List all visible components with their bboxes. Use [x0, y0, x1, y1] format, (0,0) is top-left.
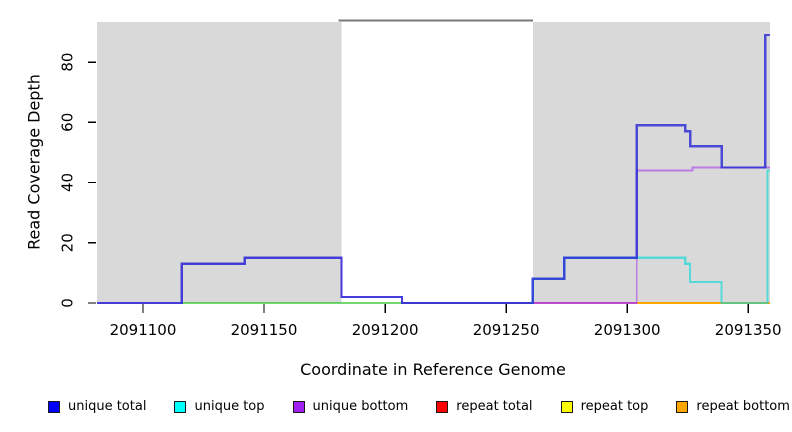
y-tick-label: 0	[59, 298, 77, 308]
background-band	[341, 22, 533, 303]
x-tick-label: 2091200	[352, 321, 419, 339]
legend-label-repeat-bottom: repeat bottom	[696, 399, 790, 414]
y-tick-label: 20	[59, 233, 77, 252]
x-tick-label: 2091350	[715, 321, 782, 339]
legend-item-repeat-bottom: repeat bottom	[676, 399, 790, 414]
legend-swatch-repeat-top	[560, 400, 573, 413]
legend: unique total unique top unique bottom repea…	[48, 399, 790, 414]
series-unique-total	[97, 33, 770, 305]
legend-item-unique-top: unique top	[174, 399, 265, 414]
legend-label-unique-top: unique top	[194, 399, 265, 414]
legend-swatch-unique-total	[48, 400, 60, 413]
x-tick-label: 2091150	[231, 321, 298, 339]
y-axis-title: Read Coverage Depth	[24, 74, 44, 250]
background-band	[532, 22, 770, 303]
legend-swatch-repeat-total	[436, 400, 449, 413]
legend-label-unique-bottom: unique bottom	[312, 399, 409, 414]
legend-item-unique-bottom: unique bottom	[292, 399, 409, 414]
background-band	[97, 22, 342, 303]
legend-label-repeat-top: repeat top	[580, 399, 649, 414]
legend-item-repeat-total: repeat total	[436, 399, 533, 414]
legend-swatch-unique-bottom	[292, 400, 305, 413]
legend-swatch-repeat-bottom	[676, 400, 689, 413]
y-tick-label: 60	[59, 113, 77, 132]
y-tick-label: 80	[59, 53, 77, 72]
x-axis-title: Coordinate in Reference Genome	[300, 360, 566, 379]
x-tick-label: 2091250	[473, 321, 540, 339]
legend-swatch-unique-top	[174, 400, 187, 413]
legend-item-unique-total: unique total	[48, 399, 146, 414]
x-tick-label: 2091100	[110, 321, 177, 339]
legend-item-repeat-top: repeat top	[560, 399, 649, 414]
legend-label-unique-total: unique total	[68, 399, 147, 414]
x-tick-label: 2091300	[594, 321, 661, 339]
y-tick-label: 40	[59, 173, 77, 192]
legend-label-repeat-total: repeat total	[456, 399, 533, 414]
